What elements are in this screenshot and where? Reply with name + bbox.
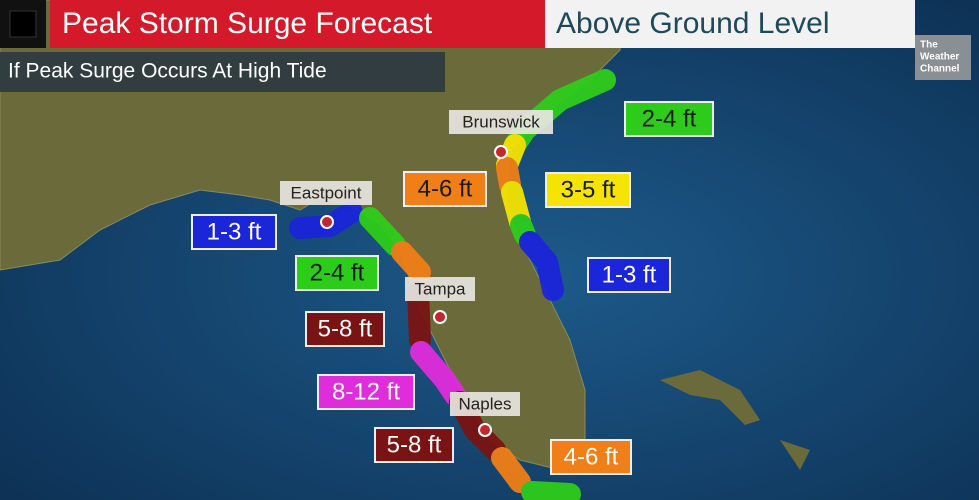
logo-text: Channel [920,64,960,75]
subtitle-bar [0,52,445,92]
band [519,231,564,301]
city-box [449,110,553,134]
surge-box [374,427,454,463]
band [491,447,531,493]
surge-label: 5-8 ft [318,315,373,342]
city-dot [478,423,492,437]
surge-label: 2-4 ft [310,259,365,286]
surge-box [403,171,487,207]
band [359,207,406,256]
surge-label: 1-3 ft [207,218,262,245]
surge-box [550,439,632,475]
surge-box [587,257,671,293]
surge-box [545,172,631,208]
islands [660,370,810,470]
logo-square-inner [9,10,37,38]
surge-label: 2-4 ft [642,105,697,132]
subtitle: If Peak Surge Occurs At High Tide [8,60,327,83]
city-name: Brunswick [462,112,540,131]
city-name: Tampa [414,279,466,298]
band [521,481,581,500]
surge-box [317,374,415,410]
title-bar [50,0,545,48]
surge-label: 3-5 ft [561,176,616,203]
city-box [405,277,475,301]
surge-label: 5-8 ft [387,431,442,458]
surge-label: 4-6 ft [564,443,619,470]
surge-label: 1-3 ft [602,261,657,288]
city-box [280,181,372,205]
surge-box [295,255,379,291]
city-dot [433,310,447,324]
channel-logo [915,35,971,80]
surge-label: 8-12 ft [332,378,400,405]
surge-box [305,311,385,347]
city-dot [494,145,508,159]
city-name: Eastpoint [291,183,362,202]
surge-box [191,214,277,250]
level: Above Ground Level [556,7,830,40]
surge-box [624,101,714,137]
city-name: Naples [459,394,512,413]
title: Peak Storm Surge Forecast [62,7,433,40]
city-box [450,392,520,416]
logo-text: Weather [920,52,959,63]
logo-text: The [920,40,938,51]
band [410,341,466,406]
band [391,241,431,283]
surge-label: 4-6 ft [418,175,473,202]
level-bar [545,0,915,48]
city-dot [320,215,334,229]
